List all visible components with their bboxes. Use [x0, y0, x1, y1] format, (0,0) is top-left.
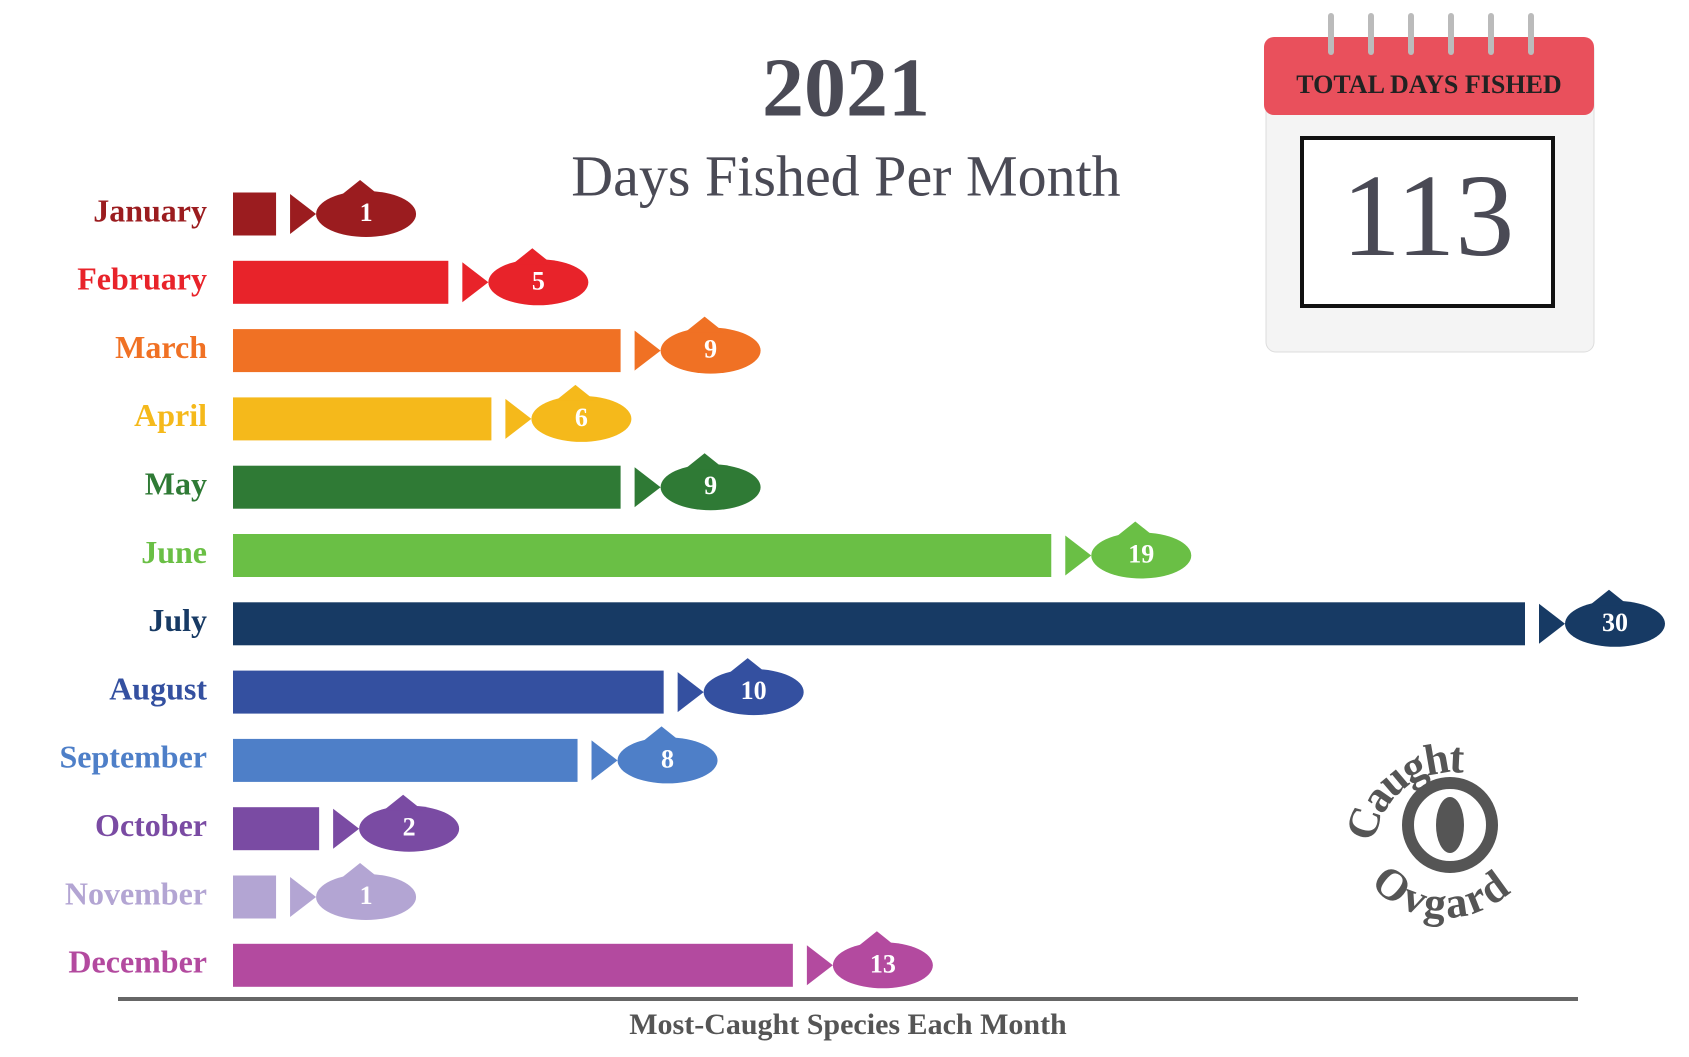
category-label: August	[109, 670, 207, 706]
data-label: 30	[1602, 608, 1628, 637]
data-label: 1	[360, 198, 373, 227]
fish-tail	[1065, 536, 1091, 576]
fish-fin	[340, 180, 380, 196]
fish-fin	[1115, 522, 1155, 538]
fish-fin	[555, 385, 595, 401]
data-label: 10	[741, 676, 767, 705]
fish-tail	[635, 467, 661, 507]
data-label: 8	[661, 744, 674, 773]
category-label: October	[95, 807, 207, 843]
category-label: July	[148, 602, 207, 638]
total-label: TOTAL DAYS FISHED	[1296, 70, 1561, 99]
category-label: March	[115, 329, 207, 365]
fish-tail	[505, 399, 531, 439]
fish-tail	[290, 877, 316, 917]
fish-fin	[383, 795, 423, 811]
category-label: April	[134, 397, 207, 433]
fish-tail	[290, 194, 316, 234]
fish-fin	[642, 726, 682, 742]
data-label: 13	[870, 949, 896, 978]
fish-fin	[1589, 590, 1629, 606]
data-label: 5	[532, 266, 545, 295]
fish-tail	[635, 331, 661, 371]
data-label: 19	[1128, 539, 1154, 568]
fish-icon: 1	[290, 180, 416, 237]
bar	[233, 876, 276, 919]
fish-icon: 30	[1539, 590, 1665, 647]
bar	[233, 466, 621, 509]
category-label: May	[145, 466, 207, 502]
infographic: 2021 Days Fished Per Month TOTAL DAYS FI…	[0, 0, 1689, 1057]
logo: Caught Ovgard	[1336, 733, 1518, 928]
fish-icon: 13	[807, 931, 933, 988]
fish-icon: 9	[635, 453, 761, 510]
bar	[233, 671, 664, 714]
logo-fish	[1436, 797, 1464, 853]
total-value: 113	[1342, 150, 1515, 281]
fish-tail	[333, 809, 359, 849]
data-label: 2	[403, 813, 416, 842]
category-label: September	[59, 739, 207, 775]
bar	[233, 397, 491, 440]
fish-fin	[685, 453, 725, 469]
fish-fin	[857, 931, 897, 947]
fish-icon: 5	[462, 248, 588, 305]
fish-tail	[1539, 604, 1565, 644]
fish-fin	[728, 658, 768, 674]
fish-fin	[685, 317, 725, 333]
data-label: 6	[575, 403, 588, 432]
bar	[233, 602, 1525, 645]
data-label: 9	[704, 471, 717, 500]
fish-fin	[340, 863, 380, 879]
fish-tail	[462, 262, 488, 302]
calendar-icon: TOTAL DAYS FISHED 113	[1264, 16, 1594, 352]
fish-icon: 1	[290, 863, 416, 920]
fish-icon: 9	[635, 317, 761, 374]
category-label: December	[68, 944, 207, 980]
fish-icon: 2	[333, 795, 459, 852]
fish-icon: 10	[678, 658, 804, 715]
bar	[233, 261, 448, 304]
chart-title: 2021	[762, 41, 930, 134]
data-label: 9	[704, 335, 717, 364]
fish-icon: 6	[505, 385, 631, 442]
footer: Most-Caught Species Each Month	[629, 1008, 1067, 1041]
chart-subtitle: Days Fished Per Month	[571, 143, 1120, 208]
category-label: June	[141, 534, 207, 570]
bar	[233, 739, 578, 782]
data-label: 1	[360, 881, 373, 910]
fish-icon: 8	[592, 726, 718, 783]
category-label: November	[65, 875, 207, 911]
fish-icon: 19	[1065, 522, 1191, 579]
fish-fin	[512, 248, 552, 264]
bar	[233, 807, 319, 850]
category-label: January	[93, 192, 207, 228]
bar	[233, 534, 1051, 577]
bar	[233, 329, 621, 372]
category-label: February	[77, 261, 207, 297]
fish-tail	[678, 672, 704, 712]
bar	[233, 944, 793, 987]
fish-tail	[592, 740, 618, 780]
fish-tail	[807, 945, 833, 985]
bar	[233, 193, 276, 236]
